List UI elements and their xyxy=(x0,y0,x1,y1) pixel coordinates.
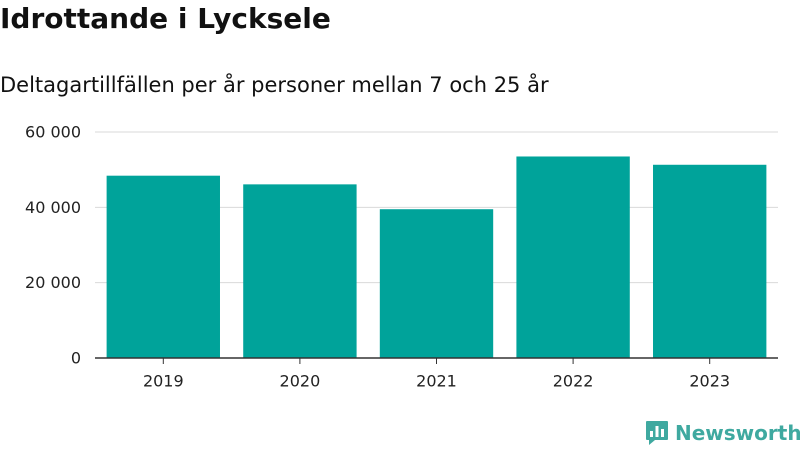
axis-layer: 0 20 000 40 000 60 000 2019 2020 2021 2022 2023 xyxy=(25,123,778,391)
bar xyxy=(516,156,630,358)
bar xyxy=(106,175,220,358)
x-tick-label: 2023 xyxy=(689,372,730,391)
brand-name: Newsworthy xyxy=(675,421,800,445)
x-tick-label: 2019 xyxy=(143,372,184,391)
y-tick-label: 40 000 xyxy=(25,198,81,217)
x-tick-label: 2020 xyxy=(280,372,321,391)
newsworthy-logo-icon xyxy=(646,421,668,445)
chart-title: Idrottande i Lycksele xyxy=(0,2,331,35)
bar-layer xyxy=(106,156,767,358)
x-tick-label: 2022 xyxy=(553,372,594,391)
x-tick-label: 2021 xyxy=(416,372,457,391)
bar-chart: 0 20 000 40 000 60 000 2019 2020 2021 2022 2023 xyxy=(25,123,778,391)
y-tick-label: 60 000 xyxy=(25,123,81,142)
bar xyxy=(653,164,767,358)
y-tick-label: 20 000 xyxy=(25,273,81,292)
chart-subtitle: Deltagartillfällen per år personer mella… xyxy=(0,73,549,97)
bar xyxy=(243,184,357,358)
bar xyxy=(379,209,494,358)
newsworthy-logo: Newsworthy xyxy=(645,420,800,446)
y-tick-label: 0 xyxy=(71,349,81,368)
